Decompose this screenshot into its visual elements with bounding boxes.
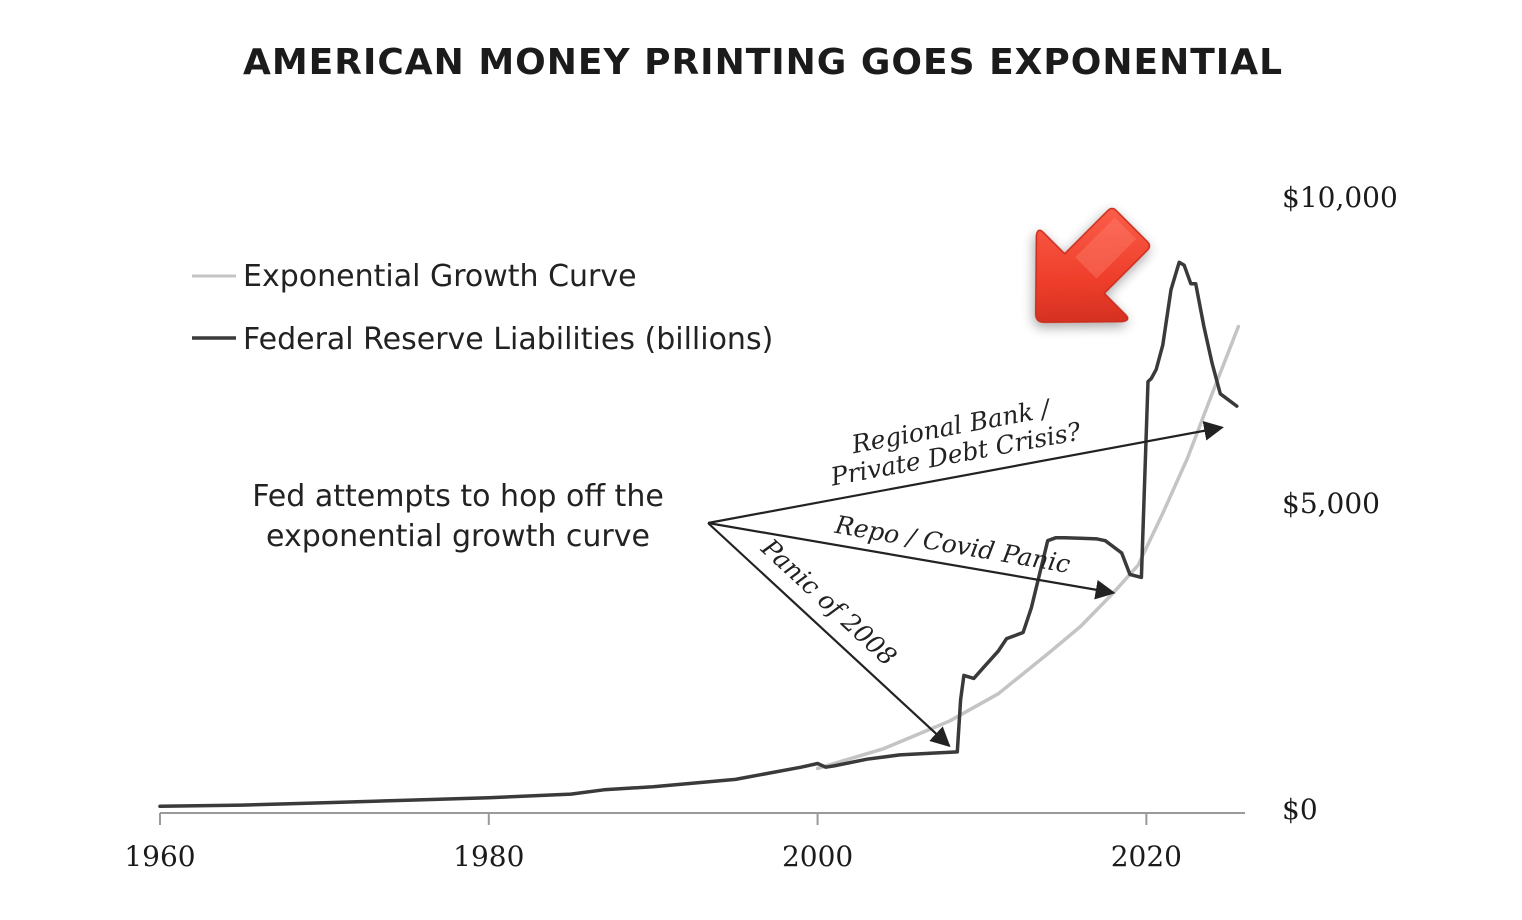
legend: Exponential Growth Curve Federal Reserve… [192, 259, 773, 357]
annotation-arrow-repo-covid [707, 521, 1116, 600]
chart-title: AMERICAN MONEY PRINTING GOES EXPONENTIAL [243, 42, 1283, 83]
annotation-label-regional-bank: Regional Bank /Private Debt Crisis? [822, 389, 1083, 492]
x-tick-label: 2020 [1111, 840, 1182, 873]
series-line-exponential-growth-curve [815, 324, 1241, 771]
legend-label-exponential-growth-curve: Exponential Growth Curve [243, 259, 637, 294]
y-tick-label: $10,000 [1282, 181, 1398, 214]
legend-label-federal-reserve-liabilities: Federal Reserve Liabilities (billions) [243, 322, 773, 357]
annotation-note-line: Fed attempts to hop off the [252, 479, 664, 514]
annotation-note: Fed attempts to hop off the exponential g… [252, 479, 664, 554]
emphasis-arrow-icon [1034, 207, 1151, 324]
y-tick-label: $5,000 [1282, 487, 1380, 520]
x-tick-label: 2000 [782, 840, 853, 873]
annotation-label-repo-covid: Repo / Covid Panic [832, 510, 1072, 579]
y-tick-label: $0 [1282, 793, 1318, 826]
annotation-arrow-regional-bank [707, 421, 1224, 525]
x-tick-label: 1960 [124, 840, 195, 873]
x-axis-ticks: 1960 1980 2000 2020 [124, 813, 1182, 873]
y-axis-ticks: $0 $5,000 $10,000 [1282, 181, 1398, 826]
series-line-federal-reserve-liabilities [158, 260, 1239, 809]
annotation-note-line: exponential growth curve [266, 519, 650, 554]
x-tick-label: 1980 [453, 840, 524, 873]
annotation-arrow-panic-2008 [707, 522, 951, 748]
